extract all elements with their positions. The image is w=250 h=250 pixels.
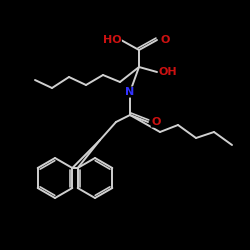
Text: OH: OH <box>159 67 177 77</box>
Text: O: O <box>151 117 161 127</box>
Text: O: O <box>160 35 170 45</box>
Text: HO: HO <box>103 35 121 45</box>
Text: N: N <box>126 87 134 97</box>
